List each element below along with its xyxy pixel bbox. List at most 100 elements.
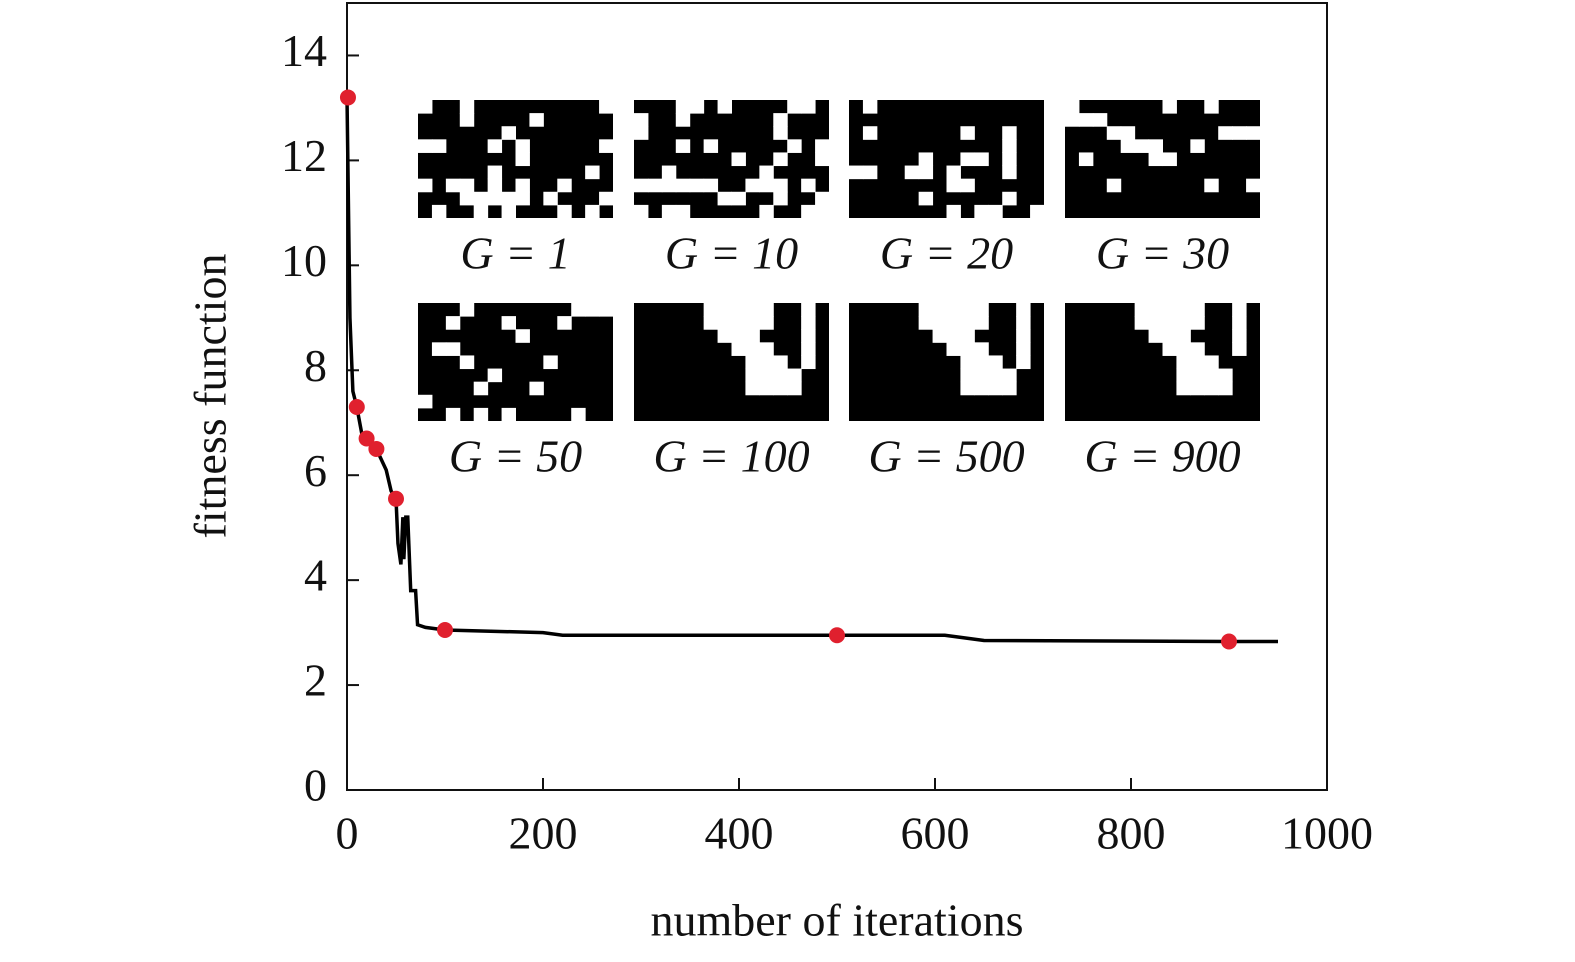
inset-pixel (1232, 342, 1247, 356)
inset-pixel (932, 303, 947, 317)
inset-pixel (773, 191, 788, 206)
inset-image (1065, 303, 1260, 421)
x-tick-label: 400 (705, 808, 774, 859)
inset-pixel (849, 165, 864, 180)
inset-pixel (946, 204, 961, 219)
inset-pixel (1162, 303, 1177, 317)
y-tick-label: 8 (304, 340, 327, 391)
inset-pixel (801, 342, 816, 356)
inset-image (634, 303, 829, 421)
inset-pixel (801, 178, 816, 193)
inset-pixel (473, 191, 489, 206)
inset-pixel (515, 178, 530, 193)
inset-pixel (599, 303, 614, 317)
inset-pixel (501, 191, 516, 206)
inset-pixel (974, 342, 989, 356)
inset-pixel (431, 139, 447, 153)
inset-pixel (759, 178, 774, 193)
inset-pixel (1190, 303, 1205, 317)
inset-pixel (918, 165, 934, 180)
inset-pixel (487, 178, 503, 193)
inset-pixel (801, 100, 816, 114)
inset-pixel (787, 139, 802, 153)
inset-pixel (1246, 178, 1261, 193)
inset-pixel (487, 368, 503, 383)
inset-pixel (1176, 355, 1191, 370)
inset-pixel (731, 316, 746, 330)
inset-pixel (689, 100, 705, 114)
inset-pixel (801, 355, 816, 370)
inset-pixel (1190, 342, 1205, 356)
inset-pixel (745, 316, 760, 330)
inset-pixel (1232, 303, 1247, 317)
inset-pixel (459, 355, 475, 370)
inset-pixel (473, 407, 489, 422)
inset-pixel (661, 165, 677, 180)
inset-pixel (431, 342, 447, 356)
inset-pixel (1134, 316, 1150, 330)
inset-pixel (731, 191, 746, 206)
inset-pixel (585, 204, 600, 219)
inset-pixel (1162, 329, 1177, 343)
inset-pixel (1176, 316, 1191, 330)
inset-pixel (918, 191, 934, 206)
inset-pixel (515, 152, 530, 167)
inset-pixel (1002, 139, 1017, 153)
inset-pixel (599, 139, 614, 153)
inset-pixel (487, 165, 503, 180)
inset-pixel (1246, 126, 1261, 140)
inset-pixel (571, 407, 586, 422)
x-axis-label: number of iterations (650, 895, 1023, 946)
inset-pixel (418, 394, 433, 409)
inset-pixel (974, 316, 989, 330)
inset-pixel (745, 355, 760, 370)
inset-pixel (1148, 139, 1163, 153)
inset-pixel (543, 191, 558, 206)
inset-pixel (974, 381, 989, 396)
inset-pixel (543, 355, 558, 370)
inset-pixel (1148, 303, 1163, 317)
inset-pixel (1106, 178, 1122, 193)
inset-label: G = 10 (665, 228, 798, 279)
inset-pixel (1106, 126, 1122, 140)
generation-point (348, 398, 365, 415)
inset-pixel (675, 204, 691, 219)
inset-pixel (675, 113, 691, 127)
inset-pixel (634, 113, 649, 127)
inset-pixel (745, 303, 760, 317)
inset-pixel (418, 100, 433, 114)
inset-pixel (759, 381, 774, 396)
y-tick-label: 0 (304, 760, 327, 811)
inset-pixel (501, 126, 516, 140)
inset-pixel (529, 113, 544, 127)
inset-pixel (459, 303, 475, 317)
inset-pixel (759, 204, 774, 219)
inset-pixel (745, 329, 760, 343)
inset-pixel (1190, 381, 1205, 396)
inset-pixel (974, 204, 989, 219)
inset-pixel (801, 329, 816, 343)
inset-pixel (473, 381, 489, 396)
inset-pixel (634, 204, 649, 219)
inset-pixel (745, 342, 760, 356)
inset-pixel (946, 178, 961, 193)
inset-pixel (1204, 381, 1219, 396)
inset-pixel (988, 368, 1003, 383)
inset-pixel (1134, 139, 1150, 153)
generation-point (368, 440, 385, 457)
inset-pixel (745, 381, 760, 396)
inset-pixel (515, 139, 530, 153)
inset-pixel (703, 139, 719, 153)
inset-pixel (1148, 152, 1163, 167)
inset-pixel (1204, 100, 1219, 114)
inset-pixel (1204, 178, 1219, 193)
inset-pixel (1190, 316, 1205, 330)
inset-pixel (1176, 381, 1191, 396)
inset-pixel (445, 407, 461, 422)
inset-pixel (773, 152, 788, 167)
inset-pixel (661, 178, 677, 193)
inset-pixel (647, 178, 663, 193)
inset-pixel (1162, 152, 1177, 167)
x-tick-label: 0 (336, 808, 359, 859)
inset-pixel (918, 316, 934, 330)
